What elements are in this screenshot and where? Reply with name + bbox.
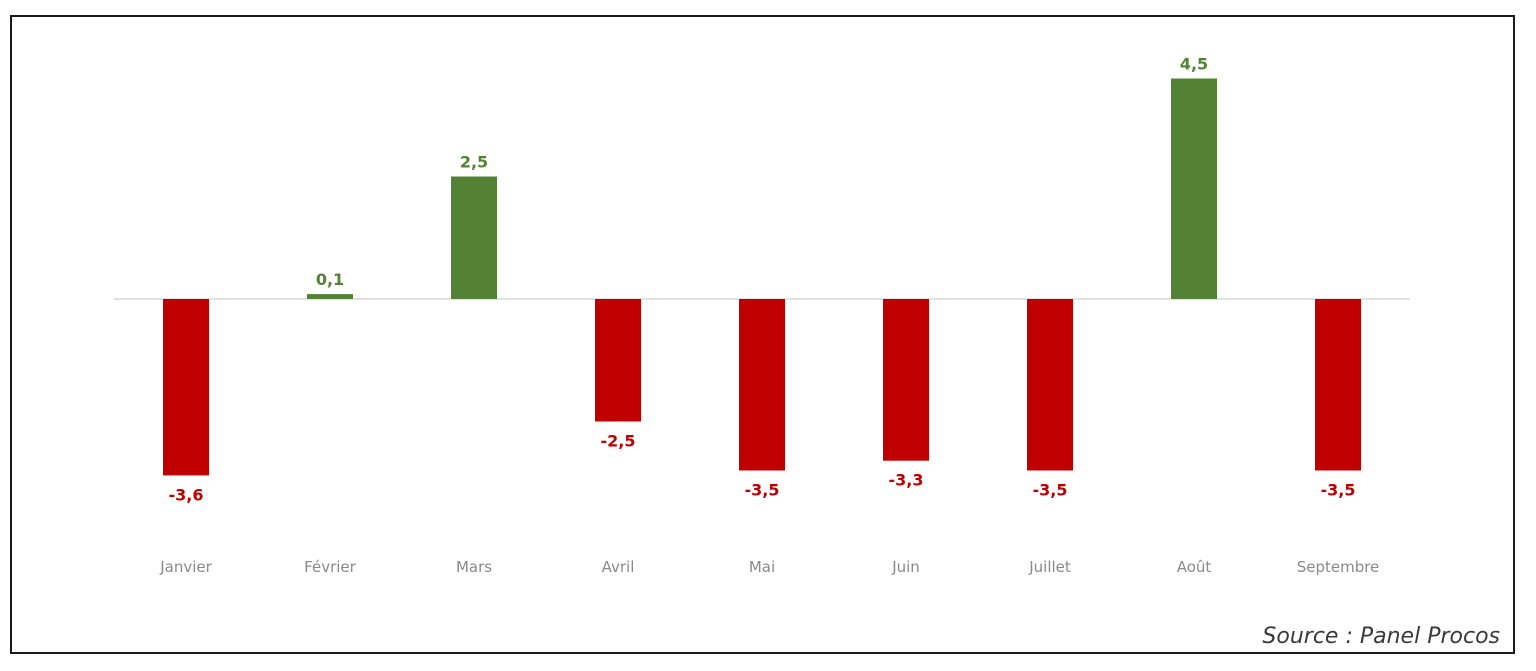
- value-label-avril: -2,5: [601, 432, 636, 451]
- bar-janvier: [163, 299, 209, 476]
- bar-août: [1171, 78, 1217, 299]
- value-label-mai: -3,5: [745, 481, 780, 500]
- category-label-juin: Juin: [891, 558, 920, 576]
- bar-septembre: [1315, 299, 1361, 471]
- bar-juillet: [1027, 299, 1073, 471]
- value-label-septembre: -3,5: [1321, 481, 1356, 500]
- value-label-août: 4,5: [1180, 55, 1208, 74]
- category-label-août: Août: [1177, 558, 1212, 576]
- value-label-mars: 2,5: [460, 153, 488, 172]
- value-label-février: 0,1: [316, 270, 344, 289]
- bar-juin: [883, 299, 929, 461]
- bar-mars: [451, 176, 497, 299]
- category-label-avril: Avril: [602, 558, 635, 576]
- source-note: Source : Panel Procos: [1262, 624, 1500, 649]
- value-label-juin: -3,3: [889, 471, 924, 490]
- bar-mai: [739, 299, 785, 471]
- category-label-février: Février: [304, 558, 356, 576]
- category-label-janvier: Janvier: [159, 558, 212, 576]
- category-label-mai: Mai: [749, 558, 775, 576]
- category-label-juillet: Juillet: [1028, 558, 1071, 576]
- category-label-mars: Mars: [456, 558, 492, 576]
- category-label-septembre: Septembre: [1297, 558, 1380, 576]
- bar-avril: [595, 299, 641, 422]
- bar-février: [307, 294, 353, 299]
- value-label-juillet: -3,5: [1033, 481, 1068, 500]
- value-label-janvier: -3,6: [169, 485, 204, 504]
